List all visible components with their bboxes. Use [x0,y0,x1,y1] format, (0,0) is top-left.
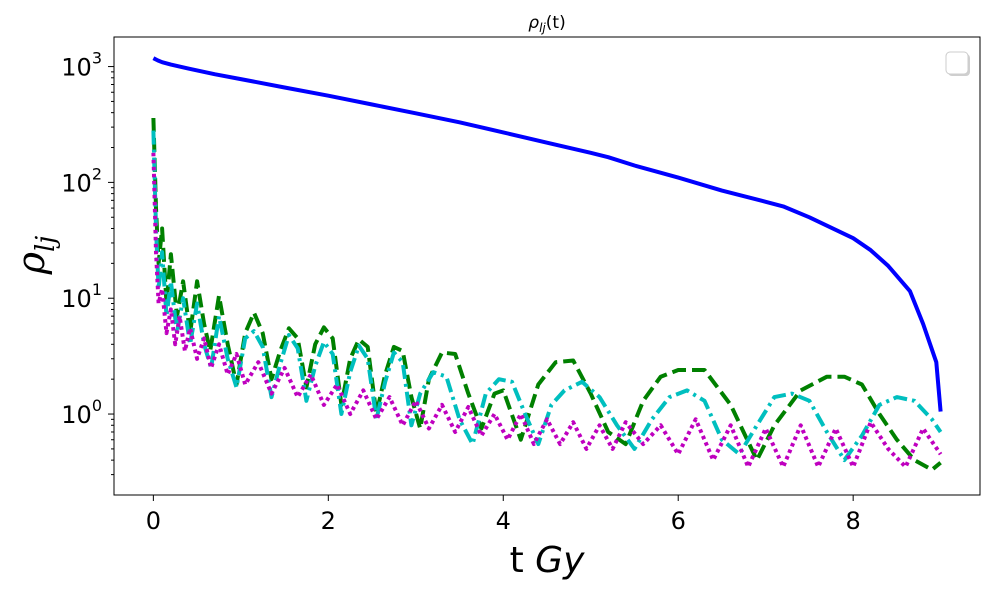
series-group [151,56,943,472]
x-tick-label: 6 [671,507,686,535]
x-tick-label: 4 [496,507,511,535]
x-tick-label: 8 [846,507,861,535]
x-tick-label: 2 [321,507,336,535]
x-axis-ticks: 0 2 4 6 8 [146,495,861,535]
chart-title: ρlj(t) [528,13,565,35]
series-line-3 [151,130,943,463]
y-axis-ticks: 100 101 102 103 [61,49,114,476]
y-tick-label: 100 [61,396,102,429]
plot-area-frame [113,36,981,496]
series-line-4 [151,152,943,469]
series-line-2 [151,117,942,472]
x-axis-label: t Gy [510,540,585,581]
legend-box [945,51,969,75]
y-tick-label: 103 [61,49,102,82]
y-tick-label: 102 [61,164,102,197]
x-tick-label: 0 [146,507,161,535]
y-tick-label: 101 [61,280,102,313]
series-line-1 [152,56,943,412]
y-axis-label: ρlj [9,236,61,276]
